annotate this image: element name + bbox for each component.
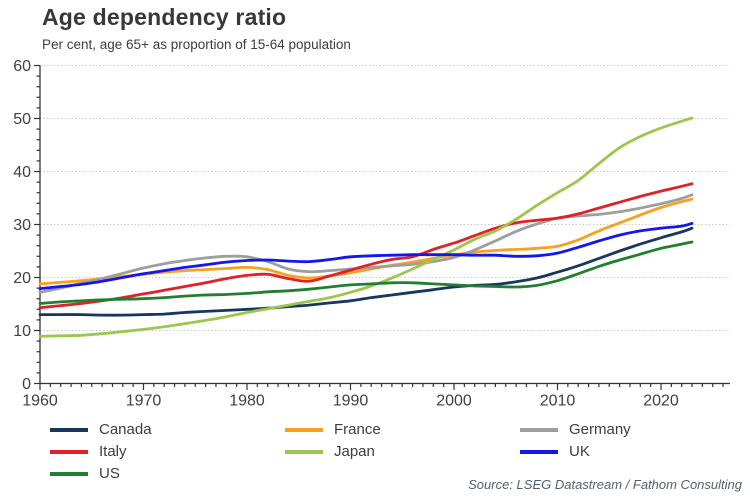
x-tick-label-2010: 2010 <box>540 393 576 410</box>
legend-label-italy: Italy <box>99 443 127 460</box>
chart-title: Age dependency ratio <box>42 4 287 30</box>
source-note: Source: LSEG Datastream / Fathom Consult… <box>468 477 742 492</box>
x-tick-label-1980: 1980 <box>229 393 265 410</box>
legend-item-italy: Italy <box>50 441 152 463</box>
y-tick-label-10: 10 <box>13 323 31 340</box>
line-chart: 0 10 20 30 40 50 60 1960 1970 1980 1990 2000 2010 202… <box>13 58 730 410</box>
y-tick-label-0: 0 <box>22 376 31 393</box>
legend-label-germany: Germany <box>569 421 631 438</box>
y-tick-label-50: 50 <box>13 111 31 128</box>
series-line-japan <box>38 116 694 338</box>
legend-item-france: France <box>285 419 381 441</box>
chart-subtitle: Per cent, age 65+ as proportion of 15-64… <box>42 37 351 52</box>
x-tick-label-2000: 2000 <box>436 393 472 410</box>
legend-item-us: US <box>50 463 152 485</box>
legend-swatch-germany <box>520 428 558 432</box>
y-tick-label-30: 30 <box>13 217 31 234</box>
legend-column-1: Canada Italy US <box>50 419 152 485</box>
legend-swatch-italy <box>50 450 88 454</box>
x-tick-label-2020: 2020 <box>643 393 679 410</box>
legend-swatch-uk <box>520 450 558 454</box>
legend-item-uk: UK <box>520 441 631 463</box>
series-line-italy <box>38 182 694 310</box>
y-tick-label-20: 20 <box>13 270 31 287</box>
series-line-germany <box>38 193 694 294</box>
x-tick-label-1960: 1960 <box>22 393 58 410</box>
legend-label-canada: Canada <box>99 421 152 438</box>
legend-item-japan: Japan <box>285 441 381 463</box>
legend-column-2: France Japan <box>285 419 381 463</box>
legend-swatch-japan <box>285 450 323 454</box>
series-line-canada <box>38 226 694 317</box>
legend-swatch-canada <box>50 428 88 432</box>
series-line-uk <box>38 222 694 290</box>
y-tick-label-60: 60 <box>13 58 31 75</box>
y-tick-label-40: 40 <box>13 164 31 181</box>
legend-column-3: Germany UK <box>520 419 631 463</box>
legend-item-germany: Germany <box>520 419 631 441</box>
x-tick-label-1990: 1990 <box>333 393 369 410</box>
series-line-us <box>38 240 694 305</box>
x-tick-label-1970: 1970 <box>126 393 162 410</box>
legend-label-france: France <box>334 421 381 438</box>
legend-item-canada: Canada <box>50 419 152 441</box>
legend-label-japan: Japan <box>334 443 375 460</box>
legend-swatch-france <box>285 428 323 432</box>
legend: Canada Italy US France Japan Germany UK <box>0 419 750 489</box>
legend-label-uk: UK <box>569 443 590 460</box>
legend-label-us: US <box>99 465 120 482</box>
legend-swatch-us <box>50 472 88 476</box>
